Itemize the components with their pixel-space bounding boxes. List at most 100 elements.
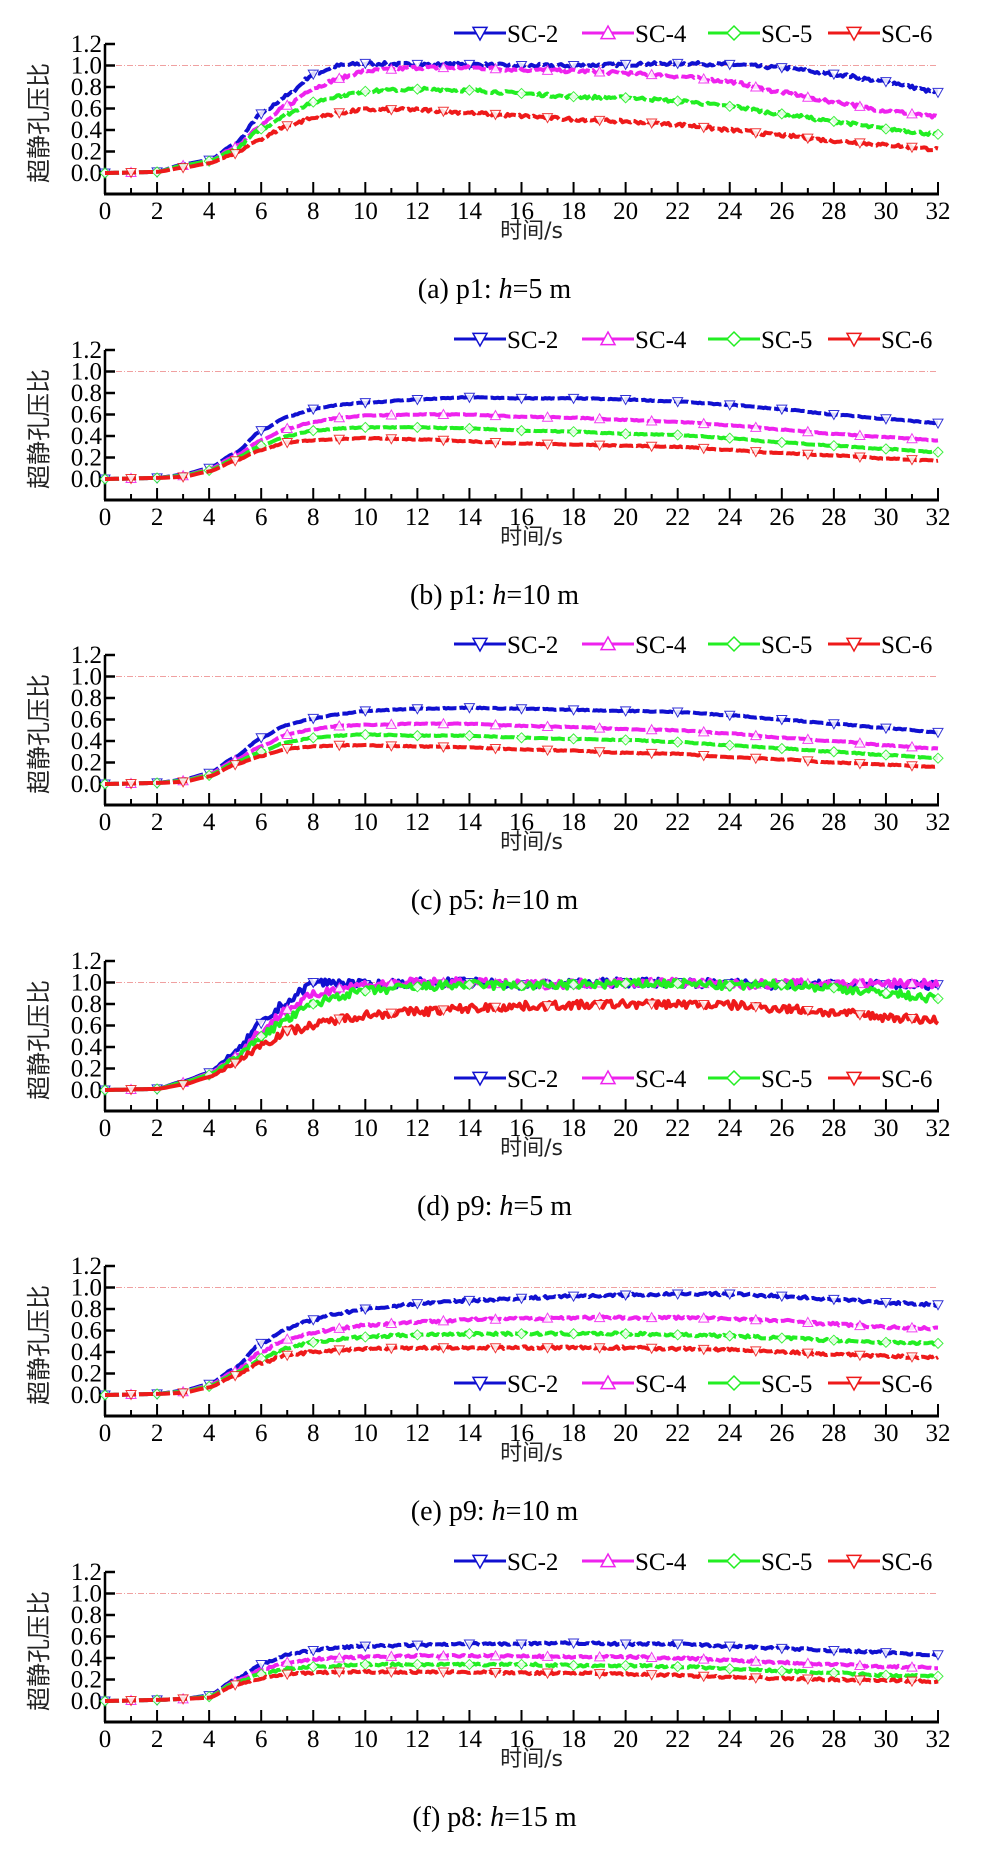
data-point-marker bbox=[906, 432, 918, 444]
data-point-marker bbox=[567, 61, 580, 72]
x-tick-label: 12 bbox=[405, 1726, 430, 1753]
caption-suffix: =10 m bbox=[506, 1496, 579, 1527]
data-point-marker bbox=[359, 421, 372, 434]
data-point-marker bbox=[177, 1694, 189, 1705]
x-tick-label: 0 bbox=[99, 809, 112, 836]
data-point-marker bbox=[385, 63, 398, 74]
legend-label-sc-4: SC-4 bbox=[635, 21, 687, 48]
legend-label-sc-4: SC-4 bbox=[635, 1549, 687, 1576]
data-point-marker bbox=[697, 122, 710, 134]
x-tick-label: 10 bbox=[353, 198, 378, 225]
data-point-marker bbox=[854, 138, 866, 149]
x-tick-label: 16 bbox=[509, 1726, 534, 1753]
x-tick-label: 10 bbox=[353, 1726, 378, 1753]
data-point-marker bbox=[333, 411, 346, 423]
panel-caption: (a) p1: h=5 m bbox=[418, 274, 572, 305]
x-tick-label: 20 bbox=[613, 504, 638, 531]
x-tick-label: 30 bbox=[873, 198, 898, 225]
data-point-marker bbox=[411, 421, 424, 434]
data-point-marker bbox=[749, 128, 762, 139]
data-point-marker bbox=[255, 733, 268, 744]
data-point-marker bbox=[385, 1667, 398, 1678]
data-point-marker bbox=[385, 741, 398, 752]
data-point-marker bbox=[515, 980, 528, 992]
data-point-marker bbox=[515, 1293, 528, 1305]
triangle-up-icon bbox=[599, 24, 617, 40]
x-tick-label: 26 bbox=[769, 504, 794, 531]
data-point-marker bbox=[775, 1291, 788, 1303]
data-point-marker bbox=[828, 115, 840, 128]
chart-panel-c: 0.00.20.40.60.81.01.20 2 4 6 8 10 12 14 16 18 20 22… bbox=[25, 632, 951, 916]
caption-suffix: =15 m bbox=[504, 1802, 577, 1833]
data-point-marker bbox=[749, 447, 762, 458]
x-tick-label: 32 bbox=[926, 1115, 951, 1142]
x-tick-label: 22 bbox=[665, 1115, 690, 1142]
data-point-marker bbox=[463, 1328, 476, 1340]
data-point-marker bbox=[801, 1316, 814, 1327]
x-tick-label: 0 bbox=[99, 1420, 112, 1447]
y-axis-label: 超静孔压比 bbox=[25, 369, 53, 489]
data-point-marker bbox=[281, 121, 294, 132]
data-point-marker bbox=[906, 1014, 918, 1025]
data-point-marker bbox=[281, 1026, 294, 1037]
data-point-marker bbox=[593, 1343, 606, 1354]
caption-suffix: =5 m bbox=[513, 274, 572, 305]
data-point-marker bbox=[593, 747, 606, 758]
data-point-marker bbox=[880, 987, 892, 999]
data-point-marker bbox=[333, 1322, 346, 1333]
data-point-marker bbox=[749, 1002, 762, 1013]
data-point-marker bbox=[880, 723, 892, 735]
data-point-marker bbox=[515, 1639, 528, 1651]
data-point-marker bbox=[645, 414, 658, 426]
data-point-marker bbox=[567, 393, 580, 405]
data-point-marker bbox=[333, 1651, 346, 1663]
x-axis-label: 时间/s bbox=[500, 1136, 563, 1161]
data-point-marker bbox=[828, 982, 840, 994]
x-tick-label: 32 bbox=[926, 198, 951, 225]
data-point-marker bbox=[229, 149, 242, 160]
data-point-marker bbox=[411, 394, 424, 406]
legend-label-sc-4: SC-4 bbox=[635, 1371, 687, 1398]
data-point-marker bbox=[333, 1345, 346, 1356]
series-line-sc-6 bbox=[105, 998, 940, 1092]
x-tick-label: 14 bbox=[457, 1726, 483, 1753]
data-point-marker bbox=[333, 740, 346, 752]
data-point-marker bbox=[906, 977, 918, 989]
data-point-marker bbox=[333, 1014, 346, 1026]
data-point-marker bbox=[281, 1003, 294, 1014]
data-point-marker bbox=[177, 163, 189, 174]
x-axis-label: 时间/s bbox=[500, 525, 563, 550]
x-tick-label: 8 bbox=[307, 504, 320, 531]
data-point-marker bbox=[411, 83, 424, 95]
data-point-marker bbox=[645, 1670, 658, 1681]
caption-suffix: =10 m bbox=[506, 885, 579, 916]
data-point-marker bbox=[932, 752, 944, 764]
x-tick-label: 32 bbox=[926, 1726, 951, 1753]
y-tick-label: 0.0 bbox=[71, 1382, 102, 1409]
data-point-marker bbox=[593, 1650, 606, 1662]
caption-variable: h bbox=[492, 580, 506, 611]
legend-label-sc-2: SC-2 bbox=[507, 21, 558, 48]
data-point-marker bbox=[645, 748, 658, 760]
data-point-marker bbox=[697, 751, 710, 762]
data-point-marker bbox=[463, 84, 476, 96]
data-point-marker bbox=[906, 1676, 918, 1688]
data-point-marker bbox=[255, 109, 268, 120]
data-point-marker bbox=[723, 1641, 736, 1653]
x-tick-label: 22 bbox=[665, 809, 690, 836]
legend-label-sc-2: SC-2 bbox=[507, 327, 558, 354]
data-point-marker bbox=[749, 1655, 762, 1666]
data-point-marker bbox=[775, 715, 788, 726]
data-point-marker bbox=[567, 1328, 580, 1340]
data-point-marker bbox=[255, 1338, 268, 1350]
triangle-up-icon bbox=[599, 1069, 617, 1085]
y-tick-label: 1.2 bbox=[71, 1559, 102, 1586]
x-tick-label: 22 bbox=[665, 1420, 690, 1447]
x-axis-label: 时间/s bbox=[500, 830, 563, 855]
x-tick-label: 6 bbox=[255, 504, 268, 531]
y-tick-label: 0.8 bbox=[71, 1602, 102, 1629]
x-tick-label: 30 bbox=[873, 1726, 898, 1753]
data-point-marker bbox=[854, 1010, 866, 1021]
data-point-marker bbox=[749, 421, 762, 432]
data-point-marker bbox=[697, 1000, 710, 1011]
